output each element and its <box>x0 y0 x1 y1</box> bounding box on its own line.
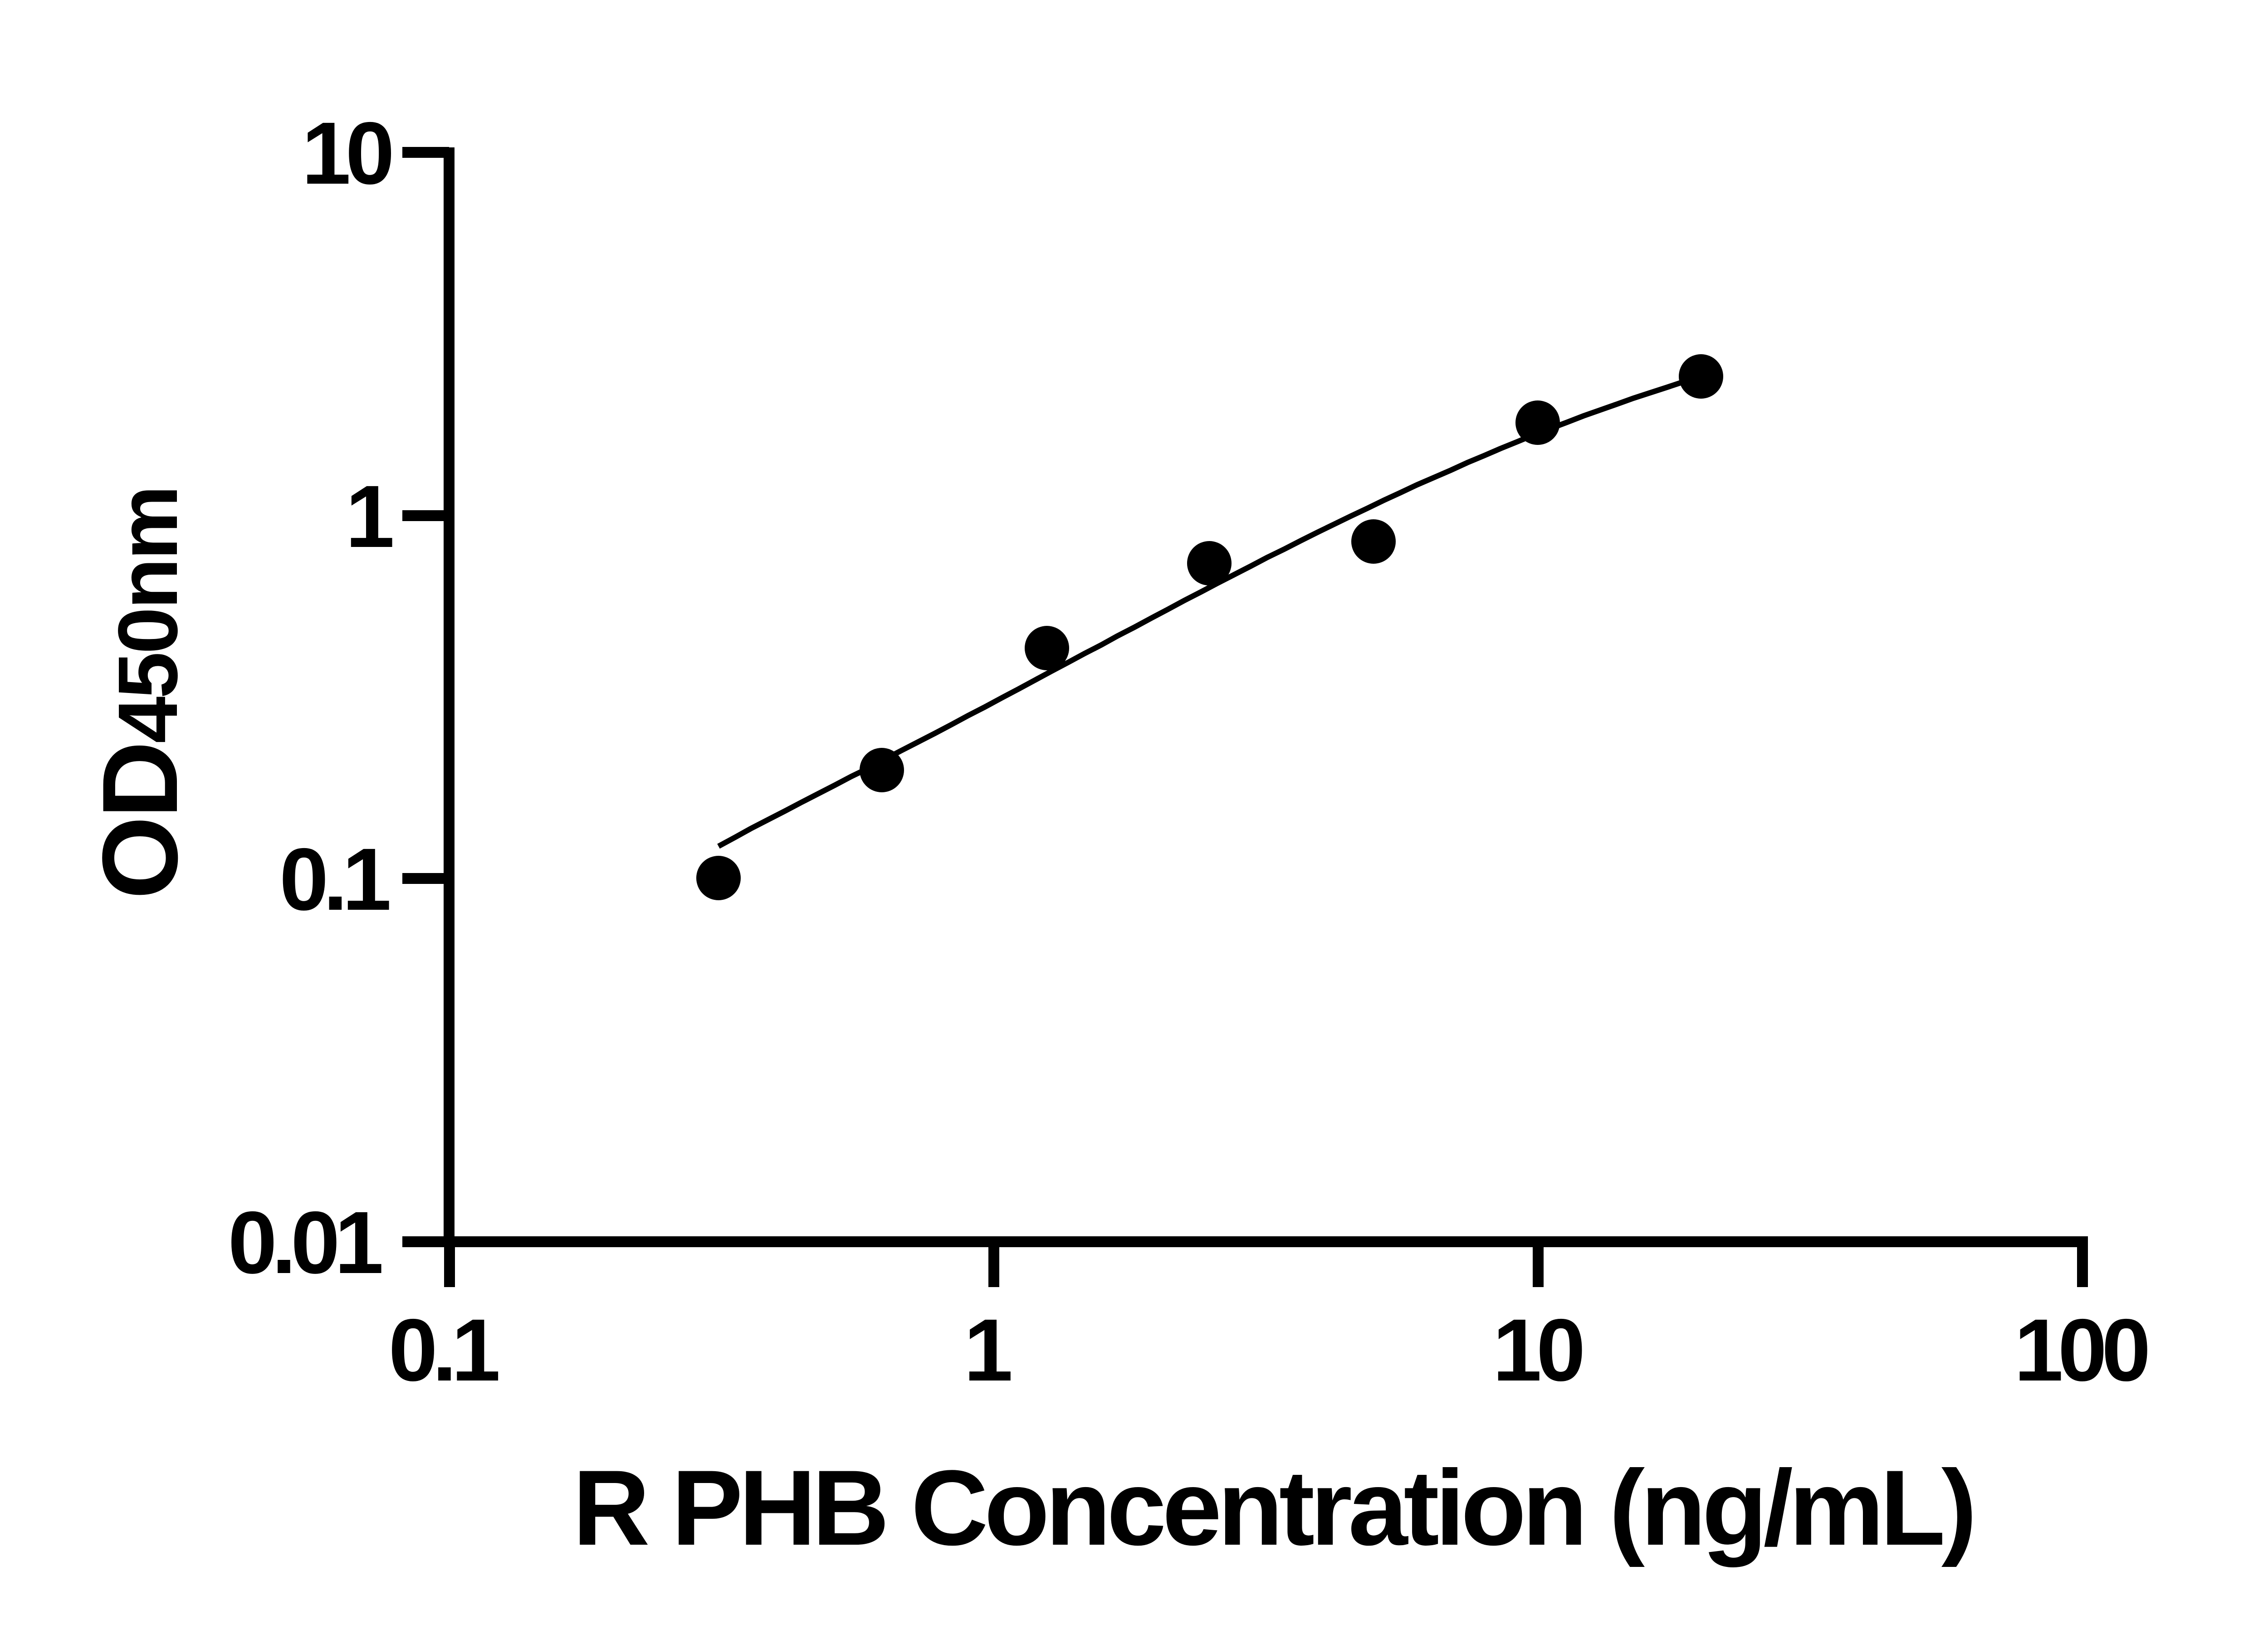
svg-text:0.1: 0.1 <box>388 1301 499 1400</box>
svg-text:1: 1 <box>964 1301 1011 1400</box>
svg-text:0.01: 0.01 <box>228 1193 381 1292</box>
svg-text:R PHB Concentration (ng/mL): R PHB Concentration (ng/mL) <box>572 1448 1973 1568</box>
svg-text:1: 1 <box>346 467 393 566</box>
svg-text:OD450nm: OD450nm <box>80 488 200 899</box>
svg-text:10: 10 <box>302 104 391 203</box>
svg-text:0.1: 0.1 <box>279 830 390 929</box>
svg-text:10: 10 <box>1493 1301 1582 1400</box>
svg-text:100: 100 <box>2014 1301 2147 1400</box>
